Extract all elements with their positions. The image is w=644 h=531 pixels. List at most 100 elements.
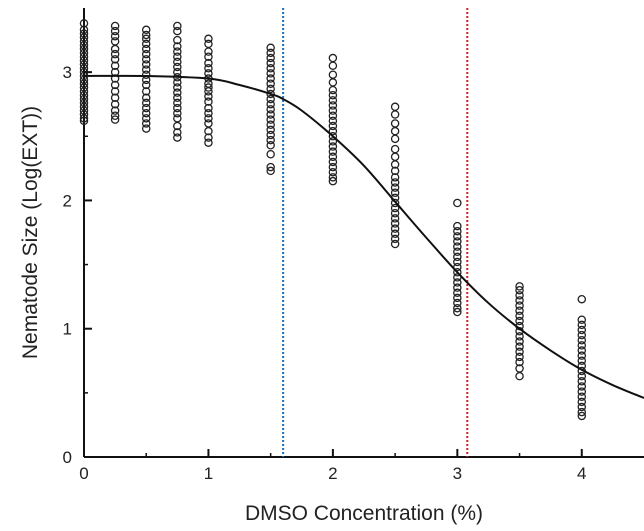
data-point bbox=[141, 93, 151, 103]
data-point bbox=[453, 198, 462, 208]
data-point bbox=[577, 371, 587, 381]
data-point bbox=[266, 94, 275, 104]
data-point bbox=[515, 296, 524, 305]
data-point bbox=[328, 162, 338, 172]
data-point bbox=[173, 128, 182, 137]
data-point bbox=[390, 178, 400, 187]
plot-area: 0 1 2 3 4 0 1 2 3 bbox=[63, 8, 644, 483]
data-point bbox=[266, 89, 275, 99]
data-point bbox=[266, 99, 275, 109]
data-point bbox=[328, 157, 338, 167]
data-point bbox=[577, 330, 587, 340]
data-point bbox=[266, 105, 275, 114]
data-point bbox=[173, 57, 182, 67]
data-point bbox=[515, 342, 524, 351]
data-point bbox=[515, 306, 524, 316]
data-point bbox=[328, 78, 338, 87]
data-point bbox=[453, 226, 462, 236]
data-point bbox=[266, 166, 275, 176]
data-point bbox=[390, 234, 400, 244]
data-point bbox=[328, 101, 338, 110]
data-point bbox=[577, 325, 587, 335]
data-point bbox=[390, 214, 400, 223]
data-point bbox=[328, 132, 338, 141]
data-point bbox=[141, 44, 151, 54]
data-point bbox=[577, 336, 587, 345]
data-point bbox=[266, 135, 275, 145]
data-point bbox=[577, 392, 587, 401]
data-point bbox=[266, 58, 275, 68]
data-point bbox=[204, 126, 213, 136]
data-point bbox=[204, 64, 213, 73]
data-point bbox=[515, 301, 524, 310]
data-point bbox=[173, 21, 182, 31]
data-point bbox=[390, 166, 400, 176]
data-point bbox=[515, 311, 524, 321]
data-point bbox=[390, 239, 400, 249]
data-point bbox=[110, 31, 120, 41]
data-points bbox=[79, 19, 587, 421]
data-point bbox=[141, 119, 151, 128]
data-point bbox=[173, 108, 182, 118]
data-point bbox=[141, 65, 151, 74]
data-point bbox=[266, 110, 275, 119]
data-point bbox=[390, 209, 400, 218]
data-point bbox=[173, 103, 182, 113]
data-point bbox=[110, 115, 120, 124]
data-point bbox=[141, 60, 151, 69]
data-point bbox=[79, 114, 89, 123]
data-point bbox=[204, 87, 213, 96]
data-point bbox=[110, 49, 120, 59]
data-point bbox=[266, 141, 275, 150]
data-point bbox=[515, 316, 524, 326]
data-point bbox=[110, 111, 120, 121]
data-point bbox=[515, 285, 524, 295]
data-point bbox=[515, 357, 524, 367]
x-tick-label: 4 bbox=[577, 464, 586, 483]
data-point bbox=[577, 382, 587, 391]
data-point bbox=[328, 173, 338, 182]
data-point bbox=[79, 19, 89, 28]
y-axis-title: Nematode Size (Log(EXT)) bbox=[19, 106, 42, 359]
data-point bbox=[390, 183, 400, 192]
data-point bbox=[328, 85, 338, 95]
data-point bbox=[266, 79, 275, 88]
data-point bbox=[453, 278, 462, 287]
data-point bbox=[110, 87, 120, 96]
data-point bbox=[328, 61, 338, 70]
data-point bbox=[577, 294, 587, 304]
data-point bbox=[204, 92, 213, 101]
data-point bbox=[266, 130, 275, 140]
data-point bbox=[173, 62, 182, 72]
data-point bbox=[577, 387, 587, 396]
data-point bbox=[328, 70, 338, 79]
data-point bbox=[173, 67, 182, 77]
x-tick-label: 1 bbox=[204, 464, 213, 483]
data-point bbox=[453, 242, 462, 251]
data-point bbox=[141, 25, 151, 35]
data-point bbox=[110, 80, 120, 90]
data-point bbox=[266, 43, 275, 53]
data-point bbox=[515, 352, 524, 362]
data-point bbox=[577, 397, 587, 407]
data-point bbox=[266, 64, 275, 73]
data-point bbox=[390, 219, 400, 228]
data-point bbox=[204, 83, 213, 92]
data-point bbox=[173, 83, 182, 92]
data-point bbox=[577, 346, 587, 355]
data-point bbox=[390, 229, 400, 239]
x-ticks: 0 1 2 3 4 bbox=[79, 449, 587, 483]
data-point bbox=[328, 116, 338, 126]
x-tick-label: 2 bbox=[328, 464, 337, 483]
data-point bbox=[173, 78, 182, 87]
data-point bbox=[173, 114, 182, 123]
data-point bbox=[266, 53, 275, 63]
data-point bbox=[577, 411, 587, 421]
data-point bbox=[173, 88, 182, 97]
data-point bbox=[110, 55, 120, 64]
data-point bbox=[453, 283, 462, 292]
data-point bbox=[79, 110, 89, 119]
data-point bbox=[577, 377, 587, 386]
data-point bbox=[110, 93, 120, 103]
y-tick-label: 3 bbox=[63, 63, 72, 82]
